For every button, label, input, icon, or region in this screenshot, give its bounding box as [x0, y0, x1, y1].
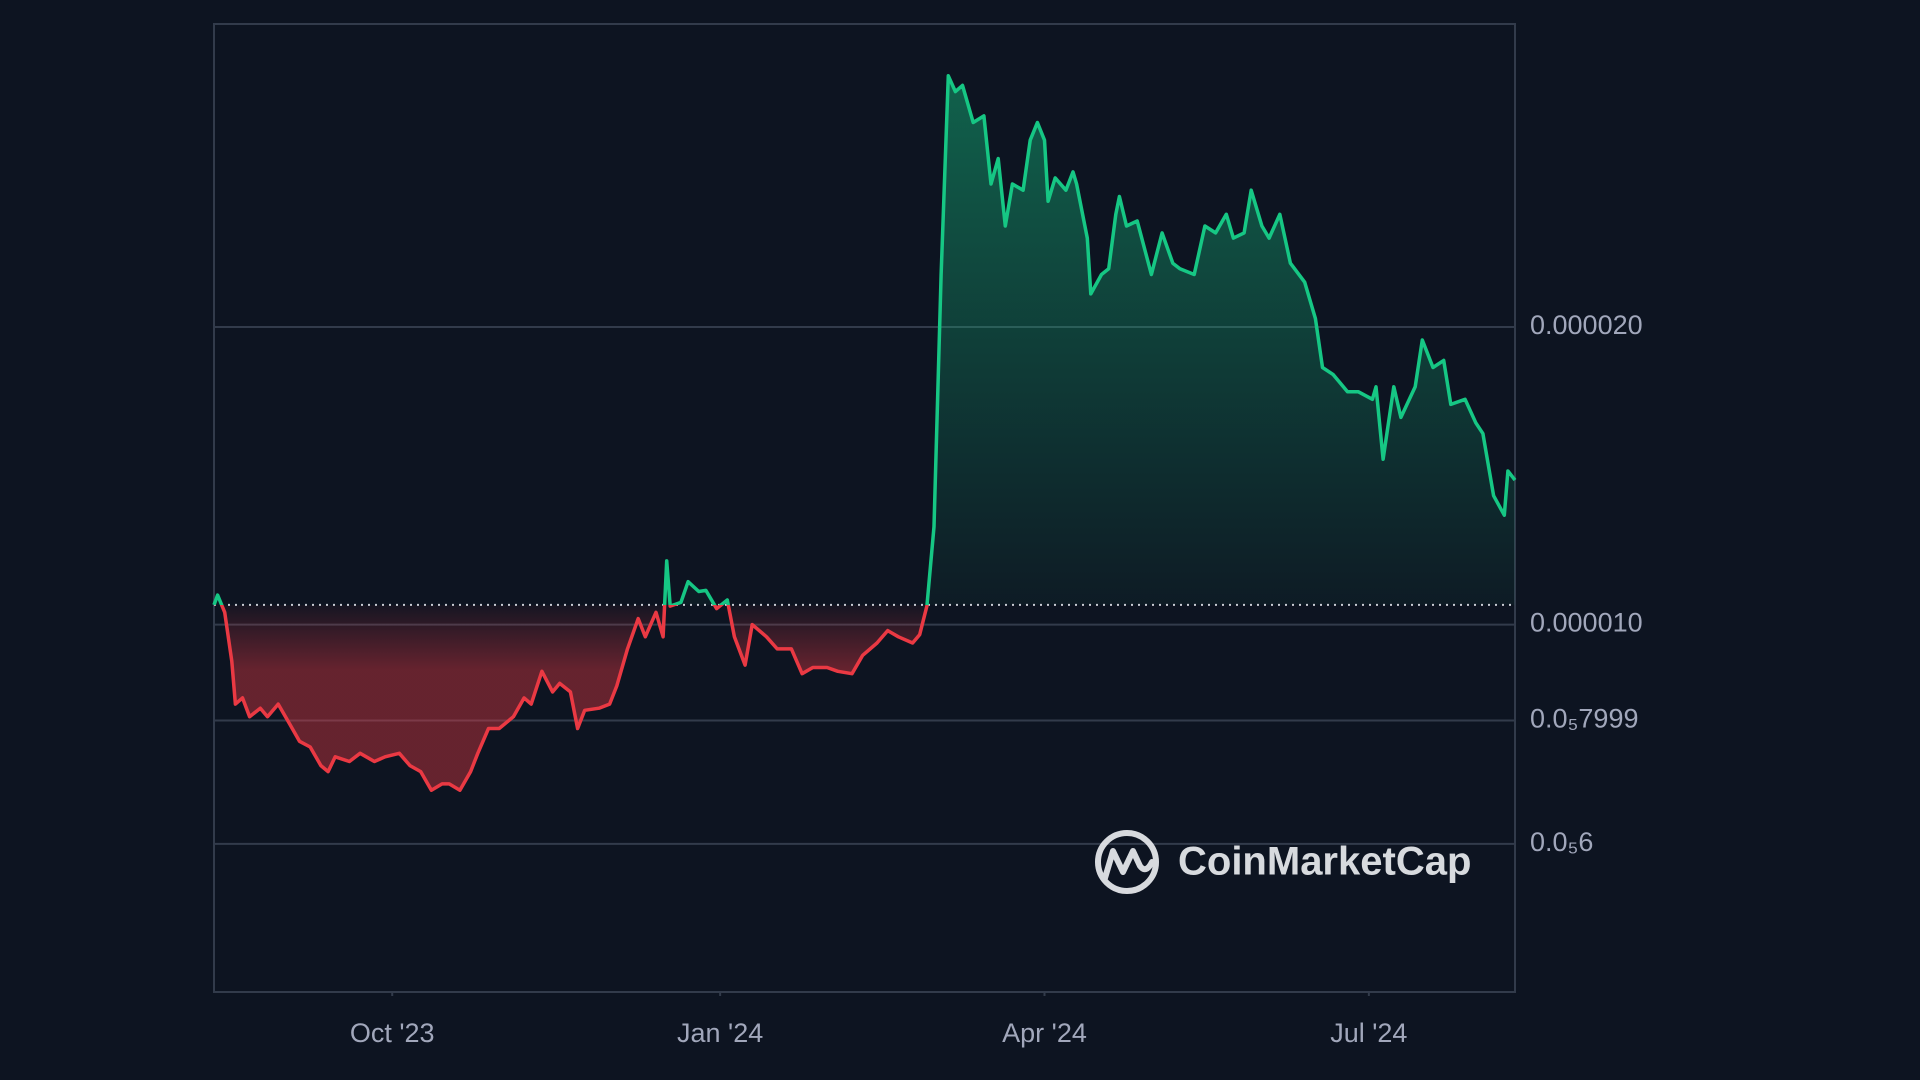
y-tick-label: 0.000020: [1530, 310, 1643, 340]
watermark: CoinMarketCap: [1095, 830, 1471, 894]
watermark-text: CoinMarketCap: [1178, 840, 1471, 884]
x-tick-label: Jul '24: [1330, 1018, 1407, 1048]
price-line: [212, 74, 1517, 792]
series: [212, 74, 1517, 792]
y-tick-label: 0.0₅7999: [1530, 704, 1638, 734]
x-tick-label: Oct '23: [350, 1018, 435, 1048]
watermark-logo-mark: [1102, 848, 1155, 881]
x-tick-label: Apr '24: [1002, 1018, 1087, 1048]
watermark-logo: [1095, 830, 1159, 894]
price-area: [214, 75, 1515, 791]
axes: 0.000020 0.000010 0.0₅7999 0.0₅6 Oct '23 Jan …: [350, 310, 1643, 1048]
y-tick-label: 0.000010: [1530, 608, 1643, 638]
y-tick-label: 0.0₅6: [1530, 827, 1593, 857]
x-tick-label: Jan '24: [677, 1018, 763, 1048]
